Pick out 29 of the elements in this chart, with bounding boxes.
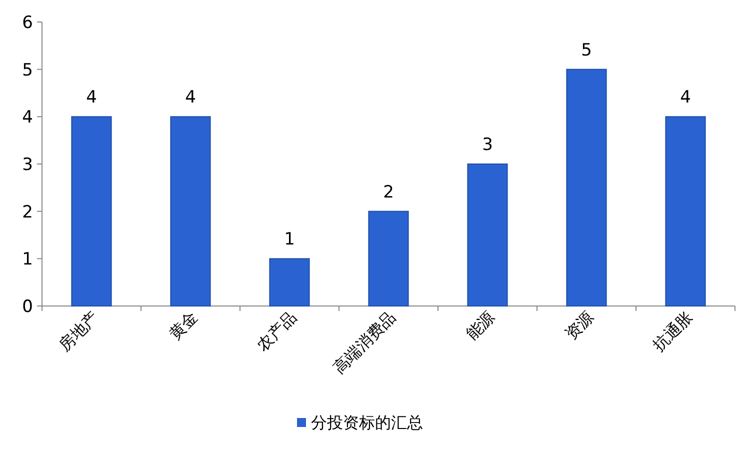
data-label: 4 (680, 88, 691, 108)
data-label: 2 (383, 182, 394, 202)
data-label: 1 (284, 230, 295, 250)
data-label: 4 (86, 88, 97, 108)
y-tick-label: 6 (22, 13, 33, 33)
y-tick-label: 3 (22, 155, 33, 175)
data-label: 5 (581, 40, 592, 60)
data-label: 4 (185, 88, 196, 108)
y-tick-label: 1 (22, 250, 33, 270)
bar (269, 258, 310, 306)
x-tick-label: 农产品 (252, 307, 300, 355)
x-tick-label: 能源 (462, 307, 498, 344)
data-label: 3 (482, 135, 493, 155)
bar (467, 164, 508, 306)
bar (665, 116, 706, 306)
y-tick-label: 5 (22, 60, 33, 80)
x-tick-label: 资源 (561, 307, 598, 344)
x-tick-label: 高端消费品 (329, 307, 400, 378)
x-tick-label: 抗通胀 (648, 307, 696, 355)
bar (368, 210, 409, 306)
x-tick-label: 黄金 (165, 307, 202, 344)
bar (71, 116, 112, 306)
x-tick-label: 房地产 (54, 307, 102, 355)
bar (566, 68, 607, 306)
y-tick-label: 4 (22, 108, 33, 128)
legend-label: 分投资标的汇总 (311, 413, 423, 432)
y-tick-label: 2 (22, 202, 33, 222)
y-tick-label: 0 (22, 297, 33, 317)
bar (170, 116, 211, 306)
